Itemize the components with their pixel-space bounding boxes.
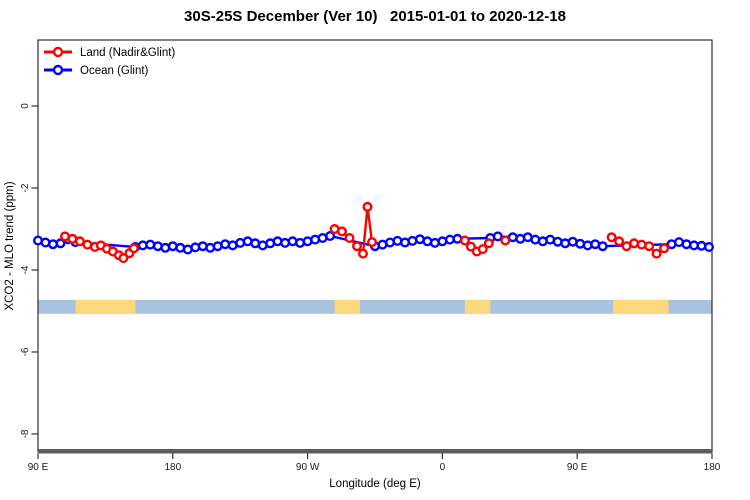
legend-label-ocean: Ocean (Glint) — [80, 65, 149, 77]
legend-label-land: Land (Nadir&Glint) — [80, 47, 175, 59]
x-tick-label: 0 — [440, 462, 446, 473]
band-land-segment — [464, 299, 491, 314]
data-point — [352, 241, 363, 252]
data-series — [33, 201, 715, 264]
data-point — [644, 241, 655, 252]
y-tick-label: -2 — [20, 183, 31, 192]
data-point — [704, 241, 715, 252]
y-axis-title: XCO2 - MLO trend (ppm) — [4, 181, 16, 310]
data-point — [118, 253, 129, 264]
x-axis-bar — [38, 449, 712, 454]
band-land-segment — [334, 299, 361, 314]
data-point — [492, 231, 503, 242]
data-point — [614, 236, 625, 247]
x-tick-label: 90 W — [296, 462, 320, 473]
band-land-segment — [613, 299, 669, 314]
land-series — [60, 201, 670, 264]
data-point — [659, 243, 670, 254]
legend-item-land: Land (Nadir&Glint) — [44, 46, 175, 59]
x-tick-label: 90 E — [28, 462, 49, 473]
ocean-series — [33, 230, 715, 255]
data-point — [325, 230, 336, 241]
y-tick-label: -8 — [20, 429, 31, 438]
x-tick-label: 180 — [164, 462, 181, 473]
x-tick-label: 180 — [704, 462, 721, 473]
data-point — [367, 237, 378, 248]
y-tick-label: -6 — [20, 347, 31, 356]
x-tick-label: 90 E — [567, 462, 588, 473]
legend: Land (Nadir&Glint) Ocean (Glint) — [44, 46, 175, 77]
data-point — [500, 235, 511, 246]
chart-title: 30S-25S December (Ver 10) 2015-01-01 to … — [184, 8, 566, 25]
band-ocean — [38, 299, 712, 314]
data-point — [477, 244, 488, 255]
data-point — [337, 226, 348, 237]
surface-band — [38, 299, 712, 314]
data-point — [344, 232, 355, 243]
data-point — [128, 243, 139, 254]
data-point — [483, 238, 494, 249]
data-point — [629, 238, 640, 249]
y-tick-label: -4 — [20, 265, 31, 274]
data-point — [606, 232, 617, 243]
data-point — [459, 235, 470, 246]
x-axis-title: Longitude (deg E) — [329, 478, 421, 490]
data-point — [597, 241, 608, 252]
land-series-marker-icon — [52, 46, 64, 58]
data-point — [358, 248, 369, 259]
y-tick-label: 0 — [20, 103, 31, 109]
legend-item-ocean: Ocean (Glint) — [44, 64, 149, 77]
data-point — [362, 201, 373, 212]
data-point — [55, 238, 66, 249]
data-point — [651, 248, 662, 259]
band-land-segment — [75, 299, 136, 314]
ocean-series-marker-icon — [52, 64, 64, 76]
